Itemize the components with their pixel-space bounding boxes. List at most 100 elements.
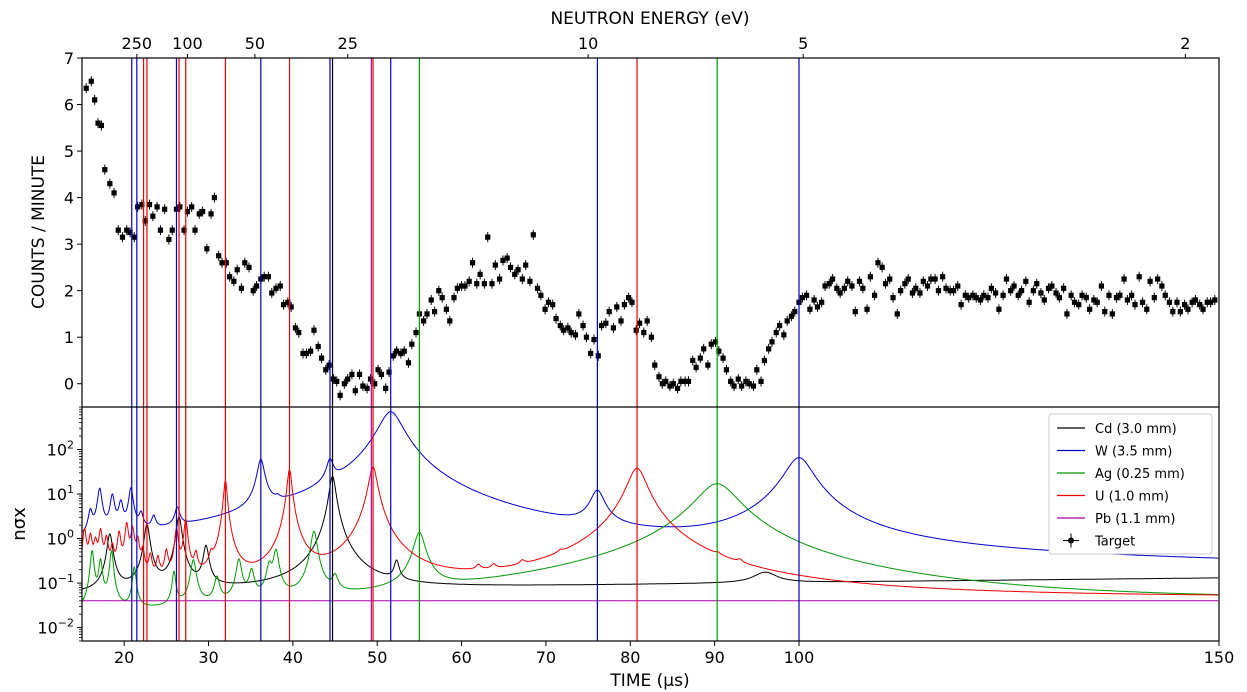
data-point: [372, 381, 378, 387]
data-point: [466, 278, 472, 284]
data-point: [523, 262, 529, 268]
data-point: [996, 306, 1002, 312]
data-point: [568, 329, 574, 336]
data-point: [83, 85, 89, 91]
data-point: [1003, 276, 1010, 282]
upper-y-tick-label: 4: [64, 189, 74, 208]
lower-y-axis-label: nσx: [9, 507, 30, 541]
x-axis-label: TIME (μs): [609, 671, 689, 691]
data-point: [583, 334, 590, 340]
top-tick-label: 5: [798, 34, 808, 53]
data-point: [822, 283, 828, 289]
data-point: [905, 276, 911, 282]
data-point: [131, 234, 137, 240]
data-point: [580, 322, 586, 329]
data-point: [985, 295, 991, 301]
data-point: [1064, 311, 1070, 317]
data-point: [485, 234, 491, 240]
data-point: [550, 302, 556, 308]
data-point: [837, 290, 843, 296]
top-tick-label: 50: [245, 34, 265, 53]
data-point: [826, 281, 832, 287]
data-point: [690, 357, 696, 364]
data-point: [102, 167, 108, 173]
lower-y-tick-label: 100: [47, 528, 74, 549]
data-point: [303, 350, 309, 357]
data-point: [882, 281, 889, 287]
data-point: [606, 309, 612, 315]
data-point: [139, 201, 145, 208]
data-point: [88, 78, 94, 84]
data-point: [1170, 309, 1176, 315]
data-point: [618, 318, 624, 324]
data-point: [428, 297, 434, 303]
data-point: [588, 350, 594, 357]
data-point: [107, 181, 113, 187]
data-point: [1181, 302, 1188, 308]
series-line: [82, 411, 1219, 559]
data-point: [500, 257, 506, 264]
data-point: [909, 290, 915, 296]
data-point: [1023, 278, 1029, 284]
data-point: [443, 306, 450, 312]
data-point: [811, 297, 817, 303]
data-point: [181, 227, 187, 233]
data-point: [1155, 276, 1161, 282]
data-point: [758, 378, 764, 385]
data-point: [962, 292, 968, 298]
data-point: [1098, 283, 1104, 289]
data-point: [413, 329, 419, 336]
top-tick-label: 250: [122, 34, 153, 53]
data-point: [1147, 278, 1153, 284]
data-point: [656, 374, 662, 380]
data-point: [1106, 292, 1112, 298]
lower-y-tick-label: 101: [47, 483, 74, 504]
data-point: [1102, 309, 1108, 315]
data-point: [659, 381, 665, 387]
data-point: [323, 367, 329, 373]
data-point: [1109, 311, 1115, 317]
data-point: [154, 204, 160, 210]
data-point: [716, 348, 722, 354]
data-point: [599, 322, 605, 329]
data-point: [879, 264, 885, 270]
data-point: [439, 295, 445, 301]
x-tick-label: 90: [704, 648, 724, 667]
data-point: [1019, 288, 1025, 294]
lower-y-tick-label: 102: [47, 438, 74, 459]
data-point: [127, 229, 133, 236]
data-point: [515, 267, 521, 273]
data-point: [177, 204, 183, 210]
data-point: [739, 383, 745, 389]
data-point: [943, 285, 949, 291]
data-point: [431, 309, 438, 315]
data-point: [119, 234, 126, 240]
x-tick-label: 80: [620, 648, 640, 667]
data-point: [545, 299, 552, 305]
data-point: [462, 283, 468, 289]
data-point: [1008, 288, 1014, 294]
data-point: [1189, 299, 1195, 305]
data-point: [1113, 295, 1120, 301]
data-point: [1045, 285, 1052, 291]
data-point: [887, 276, 893, 282]
data-point: [296, 329, 302, 336]
plot-frame: [81, 57, 1220, 642]
upper-y-tick-label: 7: [64, 49, 74, 68]
x-tick-label: 50: [367, 648, 387, 667]
data-point: [208, 211, 214, 217]
legend-label: Pb (1.1 mm): [1095, 512, 1176, 527]
data-point: [610, 325, 617, 331]
data-point: [95, 120, 101, 126]
data-point: [458, 283, 465, 289]
data-point: [1041, 297, 1047, 303]
data-point: [318, 355, 325, 361]
data-point: [234, 267, 240, 273]
data-point: [1197, 302, 1203, 308]
data-point: [1192, 297, 1199, 303]
data-point: [238, 285, 245, 291]
data-point: [981, 292, 987, 298]
resonance-lines: [131, 58, 800, 641]
data-point: [1151, 295, 1157, 301]
data-point: [746, 381, 752, 387]
